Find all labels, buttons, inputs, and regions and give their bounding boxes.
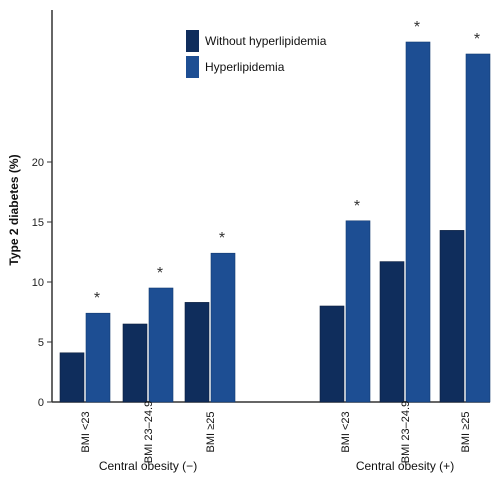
x-group-label: Central obesity (+) [356,459,454,473]
bar-hyperlipidemia [345,220,371,403]
significance-star: * [354,198,360,215]
y-tick-label: 10 [32,277,44,289]
legend-label: Without hyperlipidemia [205,34,327,48]
x-category-label: BMI 23–24.9 [400,401,412,463]
y-tick-label: 5 [38,337,44,349]
x-category-label: BMI ≥25 [460,412,472,453]
bar-hyperlipidemia [465,53,491,403]
bar-hyperlipidemia [210,252,236,403]
bar-without-hyperlipidemia [439,230,465,403]
x-category-label: BMI <23 [340,411,352,452]
significance-star: * [94,290,100,307]
bar-without-hyperlipidemia [319,305,345,403]
y-axis-title: Type 2 diabetes (%) [7,154,21,265]
x-category-label: BMI ≥25 [205,412,217,453]
y-tick-label: 20 [32,157,44,169]
significance-star: * [157,265,163,282]
y-tick-label: 0 [38,397,44,409]
x-category-label: BMI 23–24.9 [143,401,155,463]
bar-without-hyperlipidemia [379,261,405,403]
bar-hyperlipidemia [405,41,431,403]
x-group-label: Central obesity (−) [99,459,197,473]
significance-star: * [414,19,420,36]
bar-without-hyperlipidemia [59,352,85,403]
legend-label: Hyperlipidemia [205,60,285,74]
significance-star: * [219,230,225,247]
x-category-label: BMI <23 [80,411,92,452]
bar-without-hyperlipidemia [122,323,148,403]
bar-without-hyperlipidemia [184,302,210,403]
significance-star: * [474,31,480,48]
bar-hyperlipidemia [85,312,111,403]
legend-swatch [186,56,199,78]
legend-swatch [186,30,199,52]
bar-hyperlipidemia [148,287,174,403]
y-tick-label: 15 [32,217,44,229]
